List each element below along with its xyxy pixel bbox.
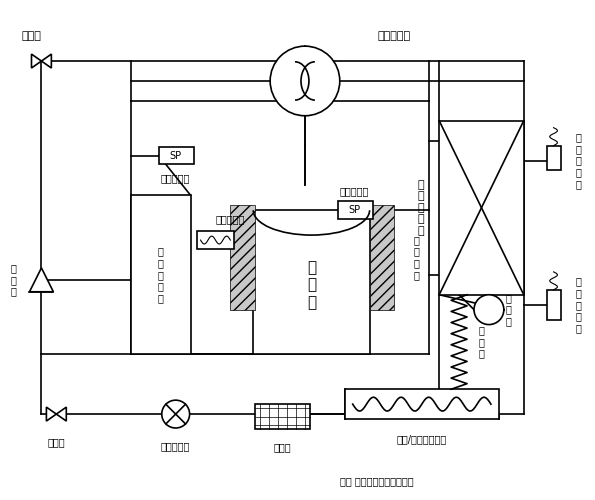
Polygon shape (57, 407, 66, 421)
Bar (255, 404, 310, 429)
Bar (230, 205, 255, 310)
Text: 环
境
感
温
包: 环 境 感 温 包 (575, 132, 581, 188)
Text: 大阀门: 大阀门 (21, 31, 42, 41)
Polygon shape (42, 54, 51, 68)
Polygon shape (32, 54, 42, 68)
Text: 电
磁
阀: 电 磁 阀 (506, 293, 512, 326)
Circle shape (270, 46, 340, 116)
Bar (131, 196, 190, 354)
Text: 室
外
换
热
器: 室 外 换 热 器 (418, 180, 425, 236)
Polygon shape (46, 407, 57, 421)
Text: 高压传感器: 高压传感器 (340, 186, 369, 196)
Text: 蓄
热
装
置: 蓄 热 装 置 (414, 235, 419, 280)
Bar (547, 290, 560, 320)
Text: 电子膨胀阀: 电子膨胀阀 (161, 441, 190, 451)
Text: 注： 虚线为制热时冷媒流向: 注： 虚线为制热时冷媒流向 (340, 476, 414, 486)
Bar (439, 120, 524, 294)
Text: 四通换向阀: 四通换向阀 (378, 31, 411, 41)
Circle shape (474, 295, 504, 324)
Text: 单
向
阀: 单 向 阀 (11, 263, 17, 296)
Circle shape (162, 400, 190, 428)
Text: SP: SP (349, 205, 361, 215)
Text: 压
缩
机: 压 缩 机 (307, 260, 316, 310)
Polygon shape (30, 268, 54, 292)
Text: 毛
细
管: 毛 细 管 (478, 326, 484, 358)
Bar (253, 210, 369, 354)
Text: 化
霜
感
温
包: 化 霜 感 温 包 (575, 276, 581, 333)
Bar (338, 202, 372, 219)
Bar (369, 205, 394, 310)
Text: 吸气感温包: 吸气感温包 (215, 214, 245, 224)
Text: 小阀门: 小阀门 (48, 437, 65, 447)
Bar (547, 146, 560, 171)
Bar (345, 389, 499, 419)
Text: SP: SP (170, 150, 181, 160)
Text: 低压传感器: 低压传感器 (161, 174, 190, 184)
Text: 板式/套管式换热器: 板式/套管式换热器 (397, 434, 447, 444)
Bar (196, 231, 234, 249)
Text: 气
液
分
离
器: 气 液 分 离 器 (158, 246, 164, 303)
Bar (159, 146, 193, 164)
Text: 过滤器: 过滤器 (274, 442, 292, 452)
